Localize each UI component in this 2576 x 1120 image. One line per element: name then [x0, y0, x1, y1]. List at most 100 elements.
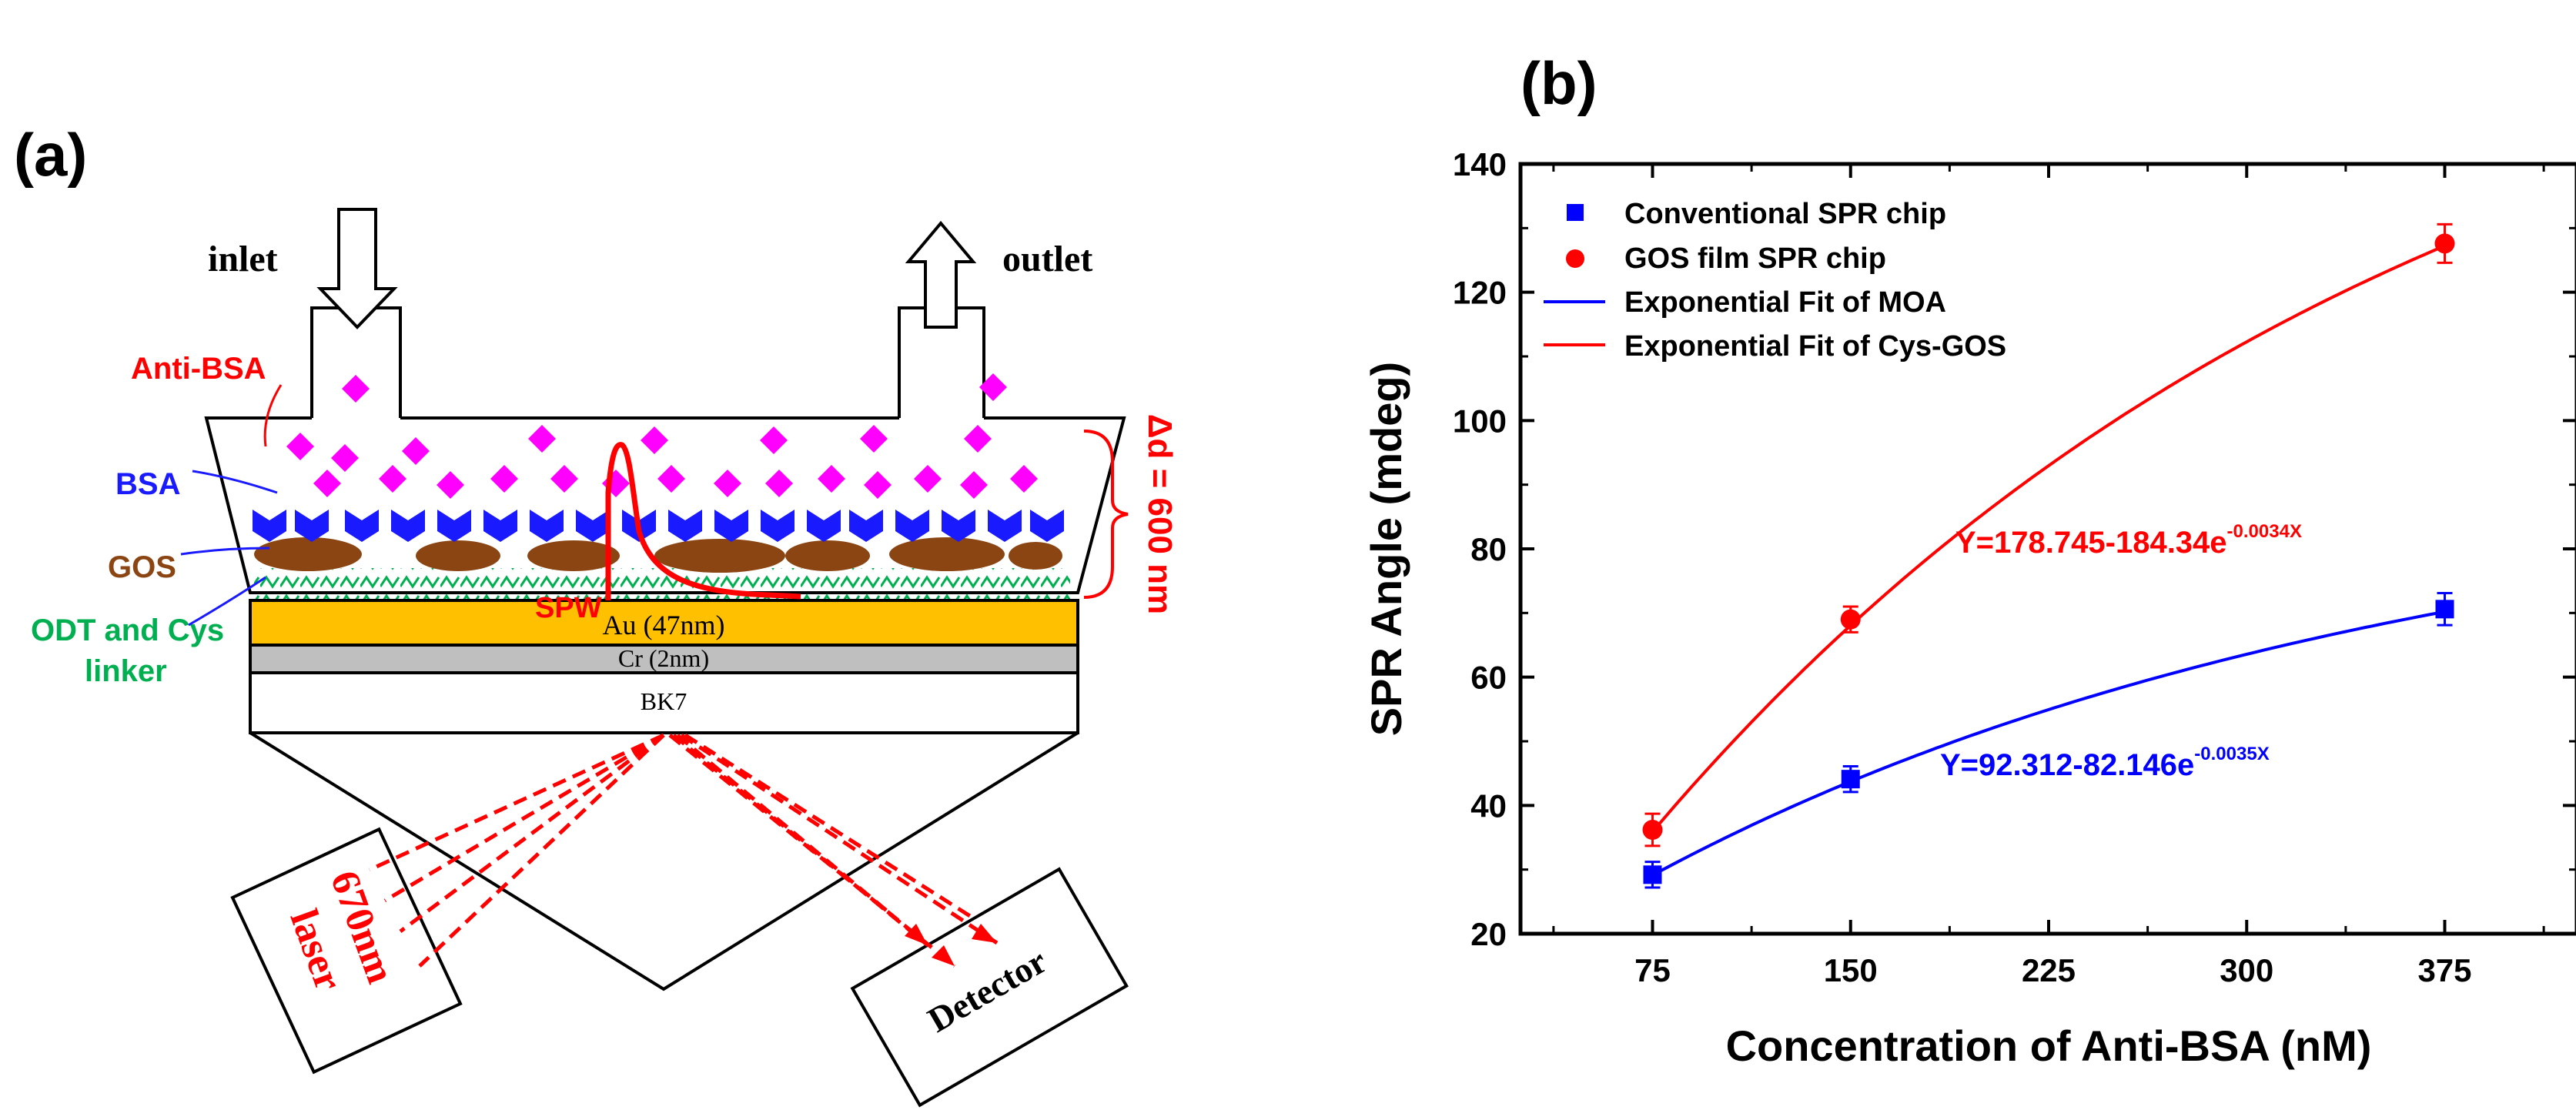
bsa-molecule-icon	[391, 510, 425, 542]
gos-layer	[254, 537, 1062, 573]
equation-red: Y=178.745-184.34e-0.0034X	[1955, 521, 2302, 560]
bsa-molecule-icon	[988, 510, 1022, 542]
equation-blue-exponent: -0.0035X	[2194, 744, 2269, 764]
anti-bsa-layer	[286, 373, 1038, 499]
bk7-layer	[249, 671, 1079, 734]
anti-bsa-label: Anti-BSA	[131, 352, 266, 386]
equation-red-exponent: -0.0034X	[2227, 521, 2302, 542]
y-axis-title: SPR Angle (mdeg)	[1362, 362, 1410, 736]
data-point-conventional	[1841, 770, 1860, 789]
equation-blue: Y=92.312-82.146e-0.0035X	[1940, 744, 2270, 782]
bsa-molecule-icon	[253, 510, 286, 542]
anti-bsa-molecule-icon	[342, 375, 370, 403]
data-point-conventional	[2435, 600, 2454, 619]
anti-bsa-molecule-icon	[960, 471, 988, 499]
anti-bsa-molecule-icon	[964, 425, 992, 453]
bsa-molecule-icon	[483, 510, 517, 542]
anti-bsa-molecule-icon	[331, 444, 359, 472]
light-beams	[368, 733, 999, 968]
legend-square-marker	[1567, 204, 1584, 221]
odt-linker-layer	[254, 568, 1070, 599]
y-tick-label: 40	[1470, 787, 1507, 824]
panel-b-label: (b)	[1521, 49, 1597, 117]
panel-a-diagram: (a) inlet outlet Au (47nm) Cr (2nm) BK7	[14, 121, 1179, 1108]
legend-item-gos-film: GOS film SPR chip	[1624, 242, 1886, 275]
bsa-molecule-icon	[1030, 510, 1064, 542]
outlet-arrow-icon	[905, 220, 977, 329]
anti-bsa-molecule-icon	[657, 465, 685, 493]
bsa-molecule-icon	[761, 510, 795, 542]
bsa-molecule-icon	[437, 510, 471, 542]
x-tick-label: 75	[1634, 952, 1671, 988]
axis-ticks	[1521, 162, 2576, 935]
data-point-gos-film	[1840, 609, 1861, 630]
anti-bsa-molecule-icon	[286, 433, 314, 460]
data-points	[1642, 222, 2455, 889]
panel-b-chart: (b) 20 40 60 80 100 120 140 75 150 225 300 375 SPR …	[1362, 49, 2576, 1070]
prism	[249, 731, 1079, 991]
x-axis-title: Concentration of Anti-BSA (nM)	[1726, 1021, 2372, 1070]
y-tick-label: 120	[1453, 275, 1507, 311]
bsa-molecule-icon	[345, 510, 379, 542]
anti-bsa-molecule-icon	[864, 471, 892, 499]
y-tick-label: 140	[1453, 146, 1507, 182]
fit-curve-moa	[1651, 610, 2445, 877]
legend: Conventional SPR chip GOS film SPR chip …	[1544, 198, 2006, 363]
equation-red-main: Y=178.745-184.34e	[1955, 526, 2227, 560]
data-point-conventional	[1643, 865, 1662, 884]
bsa-molecule-icon	[530, 510, 564, 542]
anti-bsa-molecule-icon	[313, 470, 341, 497]
gos-label: GOS	[108, 550, 176, 584]
anti-bsa-molecule-icon	[641, 426, 668, 454]
y-tick-label: 100	[1453, 403, 1507, 439]
bsa-molecule-icon	[807, 510, 841, 542]
y-tick-label: 80	[1470, 531, 1507, 567]
odt-label-line2: linker	[85, 654, 167, 688]
anti-bsa-molecule-icon	[860, 425, 888, 453]
leader-arrows	[180, 384, 283, 627]
thickness-brace	[1083, 430, 1129, 599]
bsa-label: BSA	[115, 467, 180, 501]
anti-bsa-molecule-icon	[490, 465, 518, 493]
laser-box	[230, 827, 463, 1075]
x-tick-label: 225	[2022, 952, 2076, 988]
bsa-layer	[253, 510, 1064, 542]
inlet-arrow-icon	[316, 208, 398, 329]
data-point-gos-film	[2434, 233, 2455, 254]
x-tick-label: 150	[1824, 952, 1878, 988]
x-tick-label: 300	[2220, 952, 2273, 988]
beam-arrowheads	[905, 924, 997, 966]
fit-curve-cys-gos	[1651, 244, 2446, 833]
anti-bsa-molecule-icon	[979, 373, 1007, 401]
bsa-molecule-icon	[668, 510, 702, 542]
detector-box	[850, 867, 1129, 1108]
bsa-molecule-icon	[295, 510, 329, 542]
spw-wave	[605, 442, 801, 600]
anti-bsa-molecule-icon	[1010, 465, 1038, 493]
bsa-molecule-icon	[714, 510, 748, 542]
anti-bsa-molecule-icon	[760, 426, 788, 454]
odt-label-line1: ODT and Cys	[31, 613, 224, 647]
axis-tick-labels: 20 40 60 80 100 120 140 75 150 225 300 375	[1453, 146, 2472, 988]
anti-bsa-molecule-icon	[379, 465, 406, 493]
anti-bsa-molecule-icon	[437, 471, 464, 499]
spw-label: SPW	[535, 592, 602, 624]
anti-bsa-molecule-icon	[714, 470, 741, 497]
cr-layer-label: Cr (2nm)	[618, 644, 709, 672]
bsa-molecule-icon	[942, 510, 975, 542]
delta-d-label: Δd = 600 nm	[1141, 414, 1179, 614]
data-point-gos-film	[1642, 820, 1663, 840]
y-tick-label: 20	[1470, 916, 1507, 952]
au-layer-label: Au (47nm)	[603, 610, 725, 640]
inlet-label: inlet	[208, 239, 278, 279]
legend-item-fit-moa: Exponential Fit of MOA	[1624, 286, 1946, 319]
fit-lines	[1651, 244, 2446, 877]
anti-bsa-molecule-icon	[528, 425, 556, 453]
equation-blue-main: Y=92.312-82.146e	[1940, 748, 2194, 782]
bsa-molecule-icon	[576, 510, 610, 542]
anti-bsa-molecule-icon	[914, 465, 942, 493]
gold-layer	[249, 599, 1079, 647]
legend-item-fit-cys-gos: Exponential Fit of Cys-GOS	[1624, 330, 2006, 363]
bsa-molecule-icon	[849, 510, 883, 542]
